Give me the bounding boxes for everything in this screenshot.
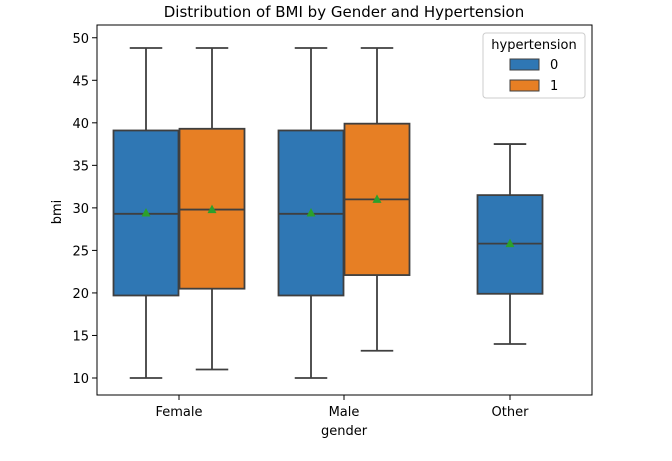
legend-title: hypertension <box>491 38 576 53</box>
legend-swatch-1 <box>509 79 540 92</box>
y-tick-label: 15 <box>72 329 89 344</box>
axes-frame <box>96 24 593 396</box>
legend: hypertension 0 1 <box>482 32 586 99</box>
mean-marker <box>505 238 515 248</box>
x-tick-label: Other <box>492 405 530 420</box>
mean-marker <box>141 207 151 217</box>
mean-marker <box>207 204 217 214</box>
legend-label-1: 1 <box>550 79 558 94</box>
mean-marker <box>306 207 316 217</box>
y-tick-label: 40 <box>72 117 89 132</box>
y-tick-label: 25 <box>72 244 89 259</box>
x-axis-label: gender <box>321 424 368 439</box>
y-axis-label: bmi <box>50 200 65 225</box>
y-tick-label: 50 <box>72 32 89 47</box>
y-tick-label: 45 <box>72 74 89 89</box>
legend-swatch-0 <box>509 58 540 71</box>
y-tick-label: 35 <box>72 159 89 174</box>
mean-marker <box>372 194 382 203</box>
legend-label-0: 0 <box>550 58 558 73</box>
chart-title: Distribution of BMI by Gender and Hypert… <box>164 3 524 21</box>
y-tick-label: 30 <box>72 202 89 217</box>
x-tick-label: Female <box>155 405 202 420</box>
y-tick-label: 10 <box>72 372 89 387</box>
y-tick-label: 20 <box>72 287 89 302</box>
x-tick-label: Male <box>329 405 360 420</box>
